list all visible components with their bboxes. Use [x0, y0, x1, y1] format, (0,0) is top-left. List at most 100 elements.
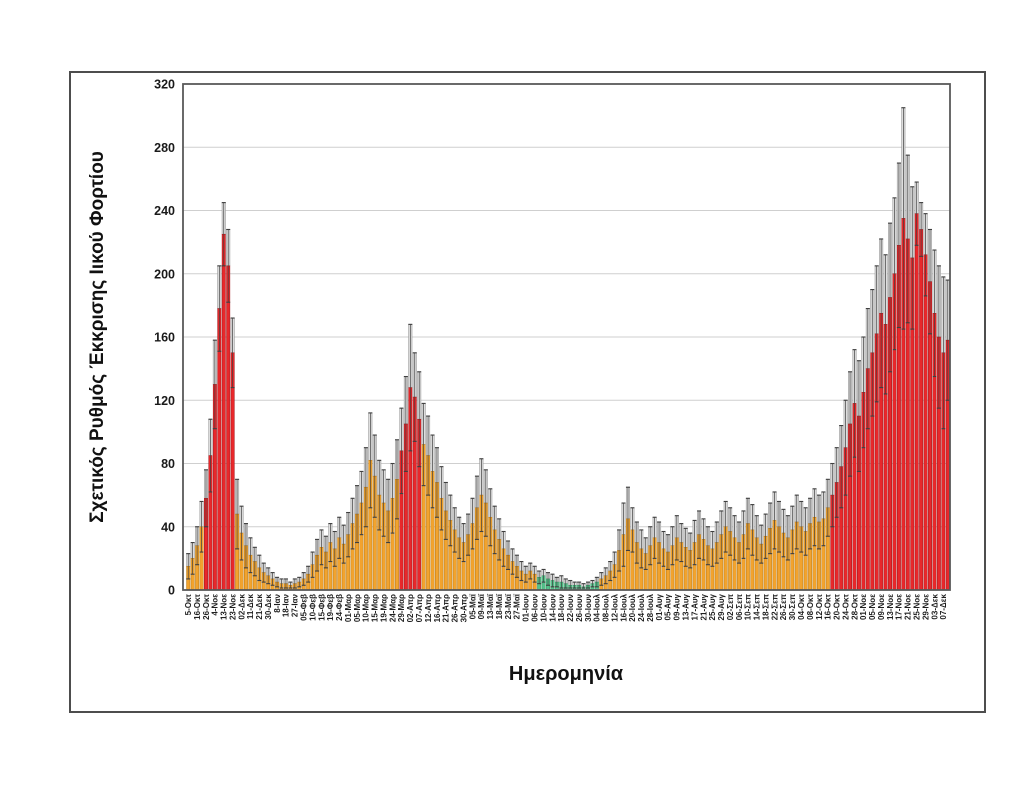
x-tick-label: 25-Νοε — [913, 594, 922, 620]
bar-with-error — [261, 562, 266, 590]
x-tick-label: 30-Σεπ — [788, 594, 797, 620]
bar-with-error — [412, 352, 417, 590]
bar-with-error — [532, 565, 537, 590]
x-tick-label: 14-Ιουν — [548, 593, 557, 621]
bar-with-error — [892, 197, 897, 590]
bar-with-error — [936, 265, 941, 590]
x-tick-label: 10-Ιουν — [539, 593, 548, 621]
bar-with-error — [514, 554, 519, 590]
x-tick-label: 24-Φεβ — [335, 594, 344, 621]
x-tick-label: 01-Ιουν — [522, 593, 531, 621]
bar-with-error — [688, 532, 693, 590]
bar-with-error — [288, 581, 293, 590]
x-tick-label: 28-Ιουλ — [646, 593, 655, 621]
bar-with-error — [439, 466, 444, 590]
bar-with-error — [266, 567, 271, 590]
bar-with-error — [186, 553, 191, 590]
x-tick-label: 13-Νοε — [886, 594, 895, 620]
bar-with-error — [363, 447, 368, 590]
bar-with-error — [323, 535, 328, 590]
bar-with-error — [377, 459, 382, 590]
x-tick-label: 29-Νοε — [921, 594, 930, 620]
bar-with-error — [590, 579, 595, 590]
bar-with-error — [821, 491, 826, 590]
bar-with-error — [923, 213, 928, 590]
x-tick-label: 26-Οκτ — [202, 594, 211, 620]
x-tick-label: 01-Νοε — [859, 594, 868, 620]
bar-with-error — [408, 323, 413, 590]
bar-with-error — [577, 581, 582, 590]
bar-with-error — [825, 478, 830, 590]
bar-with-error — [723, 500, 728, 590]
bar-with-error — [697, 510, 702, 590]
x-tick-label: 11-Δεκ — [246, 593, 255, 619]
bar-with-error — [705, 526, 710, 590]
bar-with-error — [865, 307, 870, 590]
bar-with-error — [776, 500, 781, 590]
bar-with-error — [612, 551, 617, 590]
x-tick-label: 26-Σεπ — [779, 594, 788, 620]
bar-with-error — [292, 578, 297, 590]
x-tick-label: 10-Μαρ — [362, 594, 371, 622]
x-tick-label: 21-Αυγ — [699, 593, 708, 620]
x-tick-label: 20-Ιουλ — [628, 593, 637, 621]
x-tick-label: 04-Ιουλ — [593, 593, 602, 621]
bar-with-error — [910, 186, 915, 590]
bar-with-error — [190, 542, 195, 590]
bar-with-error — [479, 458, 484, 590]
bar-with-error — [350, 497, 355, 590]
bar-with-error — [861, 336, 866, 590]
bar-with-error — [812, 488, 817, 590]
bar-with-error — [430, 434, 435, 590]
bar-with-error — [474, 475, 479, 590]
x-tick-label: 15-Φεβ — [317, 594, 326, 621]
bar-with-error — [386, 478, 391, 590]
bar-with-error — [896, 162, 901, 590]
bar-with-error — [599, 572, 604, 590]
y-axis-ticks: 0 40 80 120 160 200 240 280 320 — [154, 78, 175, 598]
bar-with-error — [568, 579, 573, 590]
x-tick-label: 08-Ιουλ — [602, 593, 611, 621]
bar-with-error — [741, 510, 746, 590]
bar-with-error — [301, 572, 306, 590]
x-tick-label: 30-Δεκ — [264, 593, 273, 619]
bar-with-error — [905, 154, 910, 590]
x-tick-label: 04-Οκτ — [797, 594, 806, 620]
x-tick-label: 5-Οκτ — [184, 594, 193, 616]
y-tick-label: 320 — [154, 78, 175, 92]
bar-with-error — [443, 481, 448, 590]
bar-with-error — [679, 523, 684, 590]
bar-with-error — [470, 497, 475, 590]
x-tick-label: 24-Μαρ — [388, 594, 397, 622]
x-tick-label: 18-Μαϊ — [495, 593, 504, 619]
bar-with-error — [203, 469, 208, 590]
x-tick-label: 24-Ιουλ — [637, 593, 646, 621]
x-tick-label: 02-Σεπ — [726, 594, 735, 620]
bar-with-error — [537, 570, 542, 590]
x-tick-label: 12-Ιουλ — [610, 593, 619, 621]
x-tick-label: 16-Ιουλ — [619, 593, 628, 621]
y-tick-label: 0 — [168, 584, 175, 598]
bar — [919, 229, 924, 590]
bar-series — [186, 107, 950, 590]
bar-with-error — [790, 505, 795, 590]
bar-with-error — [608, 560, 613, 590]
x-tick-label: 16-Απρ — [433, 594, 442, 622]
bar-with-error — [541, 568, 546, 590]
bar-with-error — [692, 519, 697, 590]
x-tick-label: 03-Δεκ — [930, 593, 939, 619]
bar-with-error — [199, 500, 204, 590]
bar-with-error — [683, 527, 688, 590]
bar-with-error — [546, 572, 551, 590]
bar-with-error — [528, 562, 533, 590]
bar-with-error — [617, 529, 622, 590]
bar-with-error — [519, 560, 524, 590]
bar — [230, 352, 235, 590]
bar-with-error — [341, 524, 346, 590]
bar — [226, 265, 231, 590]
bar-with-error — [652, 516, 657, 590]
bar-with-error — [501, 530, 506, 590]
bar-with-error — [381, 469, 386, 590]
bar-with-error — [932, 249, 937, 590]
